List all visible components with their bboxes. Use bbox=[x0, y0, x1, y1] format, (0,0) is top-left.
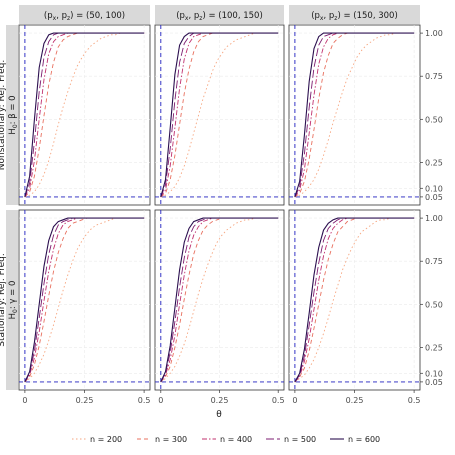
legend-label-4: n = 500 bbox=[284, 435, 316, 444]
strip-top-1 bbox=[19, 5, 150, 24]
x-tick-label: 0 bbox=[22, 396, 27, 405]
panel-r2-c1 bbox=[18, 209, 151, 391]
series-line-n600 bbox=[294, 217, 415, 383]
y-tick-label: 0.10 bbox=[425, 369, 443, 378]
x-tick-label: 0 bbox=[292, 396, 297, 405]
panel-r2-c3 bbox=[288, 209, 421, 391]
x-axis-title: θ bbox=[216, 410, 222, 420]
y-tick-label: 0.50 bbox=[425, 115, 443, 124]
strip-left-2 bbox=[6, 210, 18, 390]
series-line-n600 bbox=[294, 32, 415, 198]
x-tick-label: 0.5 bbox=[408, 396, 421, 405]
row-hypothesis-label-1: H0: β = 0 bbox=[8, 95, 19, 134]
y-tick-label: 0.10 bbox=[425, 184, 443, 193]
strip-top-3 bbox=[289, 5, 420, 24]
legend: n = 200 n = 300 n = 400 n = 500 n = 600 bbox=[72, 435, 380, 444]
legend-label-1: n = 200 bbox=[90, 435, 122, 444]
x-tick-label: 0 bbox=[158, 396, 163, 405]
row-hypothesis-label-2: H0: γ = 0 bbox=[8, 281, 19, 320]
y-tick-label: 1.00 bbox=[425, 29, 443, 38]
x-tick-label: 0.25 bbox=[346, 396, 364, 405]
legend-label-3: n = 400 bbox=[220, 435, 252, 444]
y-tick-label: 0.25 bbox=[425, 158, 443, 167]
legend-label-5: n = 600 bbox=[348, 435, 380, 444]
panel-r1-c3 bbox=[288, 24, 421, 206]
y-tick-label: 0.75 bbox=[425, 72, 443, 81]
x-tick-label: 0.5 bbox=[138, 396, 151, 405]
panel-r2-c2 bbox=[154, 209, 285, 391]
series-line-n200 bbox=[294, 217, 415, 383]
legend-label-2: n = 300 bbox=[155, 435, 187, 444]
panel-r1-c1 bbox=[18, 24, 151, 206]
y-tick-label: 0.05 bbox=[425, 378, 443, 387]
strip-top-2 bbox=[155, 5, 284, 24]
x-tick-label: 0.25 bbox=[76, 396, 94, 405]
row-title-1: Nonstationary: Rej. Freq. bbox=[0, 60, 7, 170]
strip-top-label-2: (px, pz) = (100, 150) bbox=[176, 11, 263, 22]
series-line-n200 bbox=[160, 217, 279, 383]
series-line-n600 bbox=[24, 32, 145, 198]
x-tick-label: 0.25 bbox=[211, 396, 229, 405]
series-line-n600 bbox=[160, 217, 279, 383]
y-tick-label: 0.25 bbox=[425, 343, 443, 352]
y-tick-label: 0.75 bbox=[425, 257, 443, 266]
y-tick-label: 0.50 bbox=[425, 300, 443, 309]
y-tick-label: 1.00 bbox=[425, 214, 443, 223]
series-line-n200 bbox=[294, 32, 415, 198]
strip-left-1 bbox=[6, 25, 18, 205]
series-line-n600 bbox=[24, 217, 145, 383]
series-line-n600 bbox=[160, 32, 279, 198]
y-tick-label: 0.05 bbox=[425, 193, 443, 202]
x-tick-label: 0.5 bbox=[272, 396, 285, 405]
panel-r1-c2 bbox=[154, 24, 285, 206]
strip-top-label-3: (px, pz) = (150, 300) bbox=[311, 11, 398, 22]
row-title-2: Stationary: Rej. Freq. bbox=[0, 253, 7, 347]
strip-top-label-1: (px, pz) = (50, 100) bbox=[44, 11, 125, 22]
